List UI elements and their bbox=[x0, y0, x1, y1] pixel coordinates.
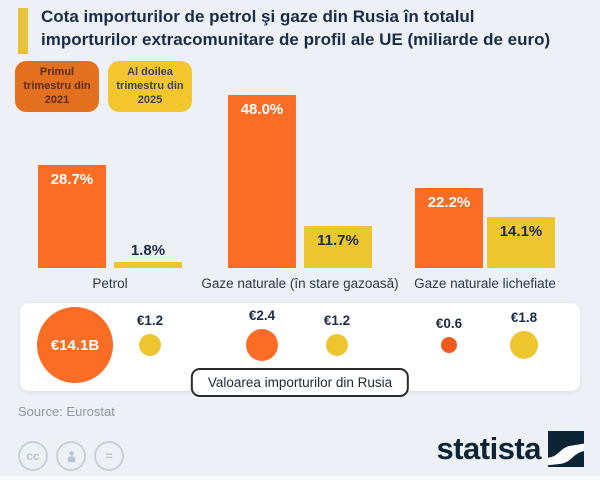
bubble-0[interactable]: €14.1B bbox=[37, 307, 113, 383]
bar-series0-cat0[interactable]: 28.7% bbox=[38, 165, 106, 268]
bar-series1-cat2[interactable]: 14.1% bbox=[487, 217, 555, 268]
bar-series0-cat2[interactable]: 22.2% bbox=[415, 188, 483, 268]
bar-value-label: 1.8% bbox=[130, 242, 166, 259]
category-label-2: Gaze naturale lichefiate bbox=[414, 276, 556, 291]
bar-series1-cat0[interactable]: 1.8% bbox=[114, 242, 182, 268]
bubble-2[interactable] bbox=[246, 329, 278, 361]
cc-license-row: cc = bbox=[18, 441, 124, 471]
title-accent-bar bbox=[18, 8, 28, 54]
bar-value-label: 11.7% bbox=[317, 232, 359, 249]
bar-value-label: 28.7% bbox=[50, 171, 94, 188]
bar-value-label: 22.2% bbox=[427, 194, 471, 211]
bubble-value-label: €2.4 bbox=[248, 308, 276, 323]
legend-badge-1: Al doilea trimestru din 2025 bbox=[108, 61, 192, 113]
source-text: Source: Eurostat bbox=[18, 404, 115, 419]
bubble-1[interactable] bbox=[139, 334, 161, 356]
statista-logo-text: statista bbox=[436, 431, 541, 466]
bubble-value-label: €1.2 bbox=[323, 313, 351, 328]
bubble-value-label: €1.2 bbox=[136, 313, 164, 328]
statista-logo-mark-icon bbox=[548, 431, 584, 467]
bubble-tooltip: Valoarea importurilor din Rusia bbox=[190, 368, 410, 397]
attribution-icon[interactable] bbox=[56, 441, 86, 471]
statista-logo[interactable]: statista bbox=[436, 431, 584, 467]
category-label-0: Petrol bbox=[92, 276, 128, 291]
no-derivatives-icon[interactable]: = bbox=[94, 441, 124, 471]
bar-value-label: 14.1% bbox=[499, 223, 543, 240]
bubble-5[interactable] bbox=[510, 331, 538, 359]
legend-badge-0: Primul trimestru din 2021 bbox=[15, 61, 99, 113]
bubble-value-label: €1.8 bbox=[510, 310, 538, 325]
legend: Primul trimestru din 2021 Al doilea trime… bbox=[15, 61, 192, 113]
category-label-1: Gaze naturale (în stare gazoasă) bbox=[201, 276, 399, 291]
bubble-value-label: €0.6 bbox=[435, 316, 463, 331]
bottom-strip bbox=[0, 476, 600, 480]
bubble-3[interactable] bbox=[326, 334, 348, 356]
cc-license-icon[interactable]: cc bbox=[18, 441, 48, 471]
bar-value-label: 48.0% bbox=[240, 101, 284, 118]
bar-series0-cat1[interactable]: 48.0% bbox=[228, 95, 296, 268]
page-title: Cota importurilor de petrol şi gaze din … bbox=[41, 7, 551, 49]
bubble-4[interactable] bbox=[441, 337, 457, 353]
bar-series1-cat1[interactable]: 11.7% bbox=[304, 226, 372, 268]
